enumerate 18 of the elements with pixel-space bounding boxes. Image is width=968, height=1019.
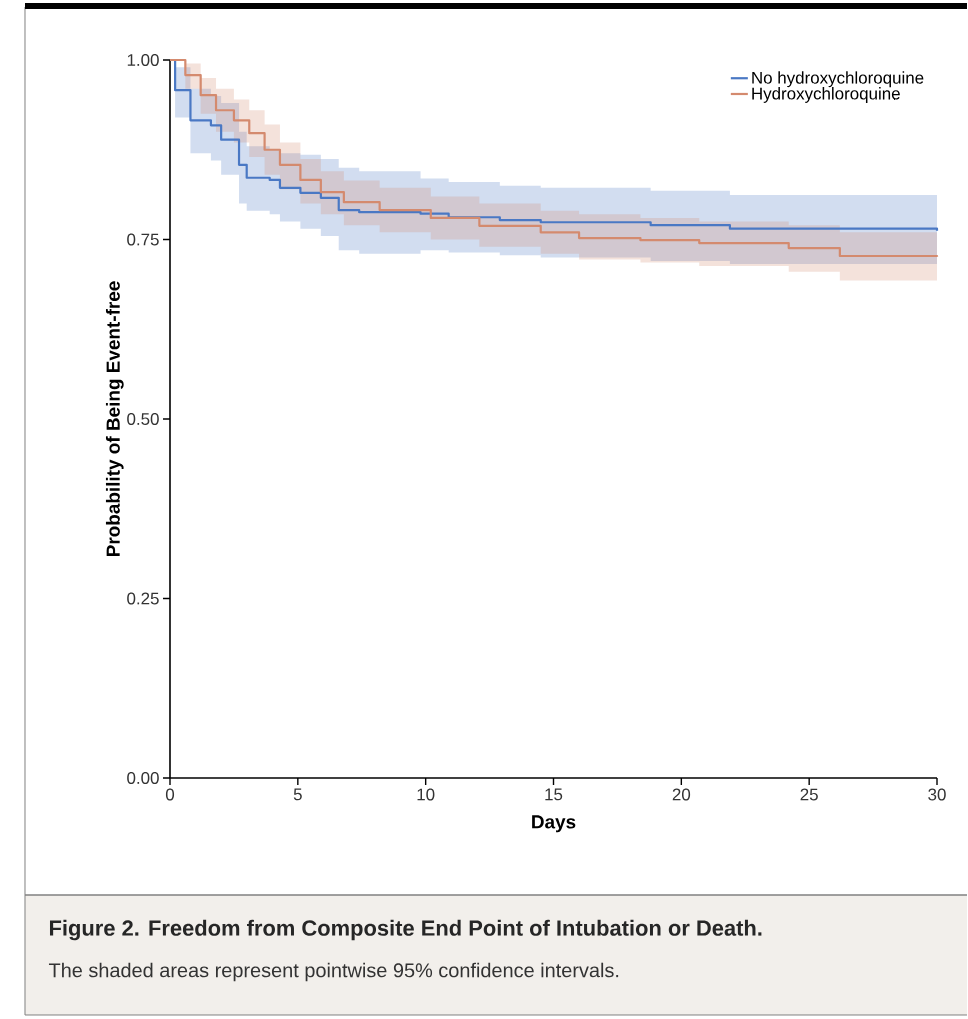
- x-tick-label: 0: [166, 788, 175, 801]
- y-tick-label: 0.50: [127, 412, 159, 425]
- x-tick-label: 10: [417, 788, 435, 801]
- y-axis-title: Probability of Being Event-free: [106, 281, 124, 557]
- y-tick-label: 1.00: [127, 53, 159, 66]
- text: Figure 2. Freedom from Composite End Point of Intubation or Death.: [50, 919, 762, 941]
- y-tick-label: 0.75: [127, 233, 159, 246]
- x-tick-label: 20: [672, 788, 691, 801]
- text: The shaded areas represent pointwise 95% confidence intervals.: [49, 962, 619, 982]
- x-tick-label: 15: [545, 788, 563, 801]
- legend-label: No hydroxychloroquine: [752, 71, 924, 88]
- x-axis-title: Days: [532, 815, 576, 833]
- y-tick-label: 0.25: [127, 592, 159, 605]
- x-tick-label: 25: [800, 788, 818, 801]
- y-tick-label: 0.00: [127, 771, 159, 784]
- x-tick-label: 5: [293, 788, 302, 801]
- x-tick-label: 30: [928, 788, 946, 801]
- legend-label: Hydroxychloroquine: [752, 87, 900, 103]
